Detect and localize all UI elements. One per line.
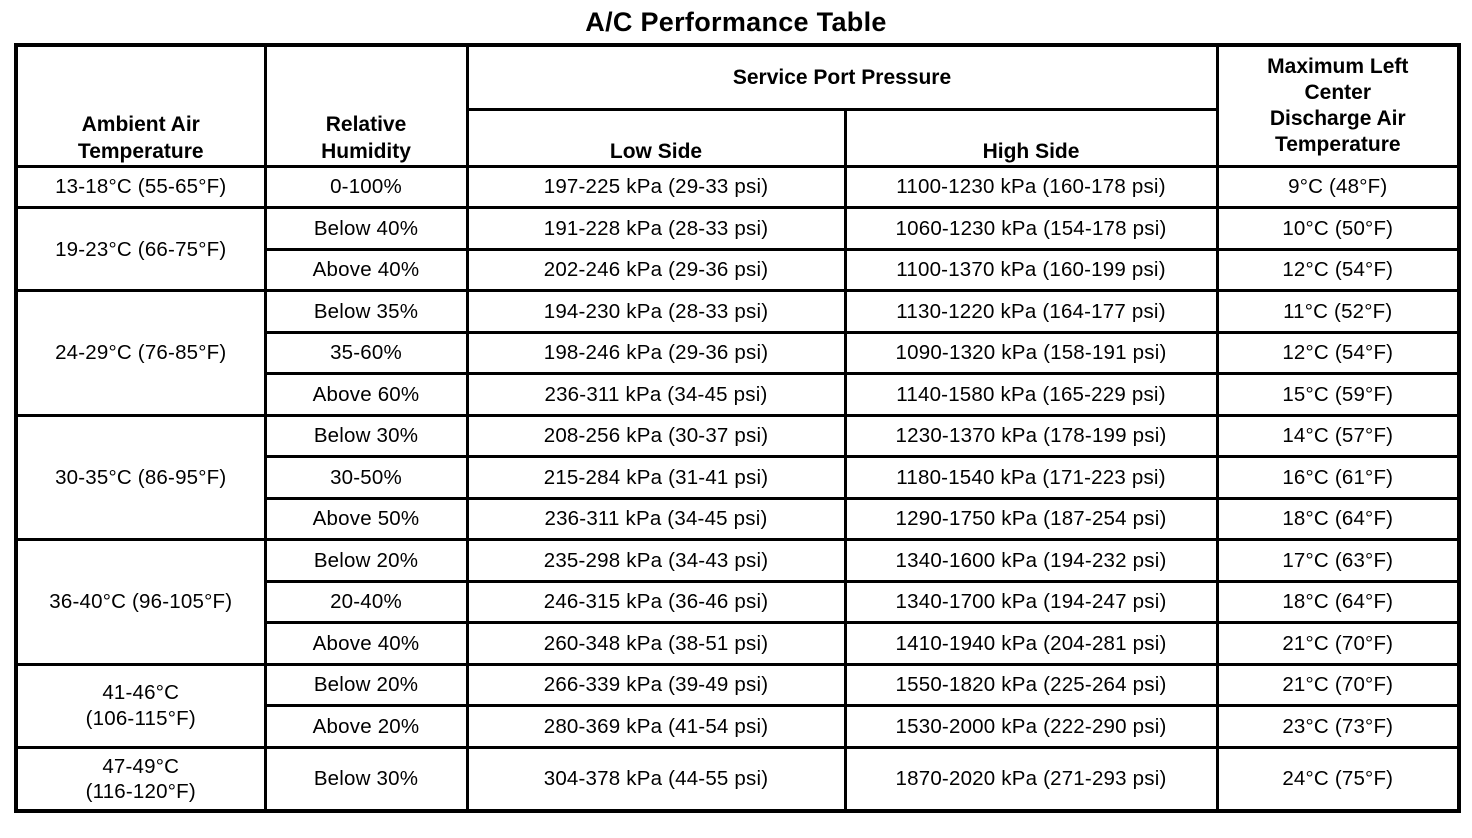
table-row: 41-46°C (106-115°F) Below 20% 266-339 kPa … <box>14 662 1461 749</box>
relative-humidity-cell: Below 20% <box>263 662 469 708</box>
relative-humidity-cell: Above 40% <box>263 247 469 293</box>
discharge-air-temperature-cell: 15°C (59°F) <box>1215 372 1461 417</box>
discharge-air-temperature-cell: 17°C (63°F) <box>1215 538 1461 583</box>
high-side-pressure-cell: 1410-1940 kPa (204-281 psi) <box>843 621 1219 666</box>
col-header-low-side: Low Side <box>465 107 847 168</box>
col-header-relative-humidity: Relative Humidity <box>263 43 469 168</box>
ambient-air-temperature-cell: 30-35°C (86-95°F) <box>14 413 267 542</box>
low-side-pressure-cell: 191-228 kPa (28-33 psi) <box>465 206 847 251</box>
discharge-air-temperature-cell: 21°C (70°F) <box>1215 621 1461 666</box>
high-side-pressure-cell: 1340-1700 kPa (194-247 psi) <box>843 579 1219 625</box>
high-side-pressure-cell: 1230-1370 kPa (178-199 psi) <box>843 413 1219 459</box>
discharge-air-temperature-cell: 10°C (50°F) <box>1215 206 1461 251</box>
col-header-high-side: High Side <box>843 107 1219 168</box>
discharge-air-temperature-cell: 14°C (57°F) <box>1215 413 1461 459</box>
discharge-air-temperature-cell: 18°C (64°F) <box>1215 579 1461 625</box>
ambient-air-temperature-cell: 19-23°C (66-75°F) <box>14 206 267 293</box>
high-side-pressure-cell: 1550-1820 kPa (225-264 psi) <box>843 662 1219 708</box>
table-row: 30-35°C (86-95°F) Below 30% 208-256 kPa (3… <box>14 413 1461 542</box>
relative-humidity-cell: 20-40% <box>263 579 469 625</box>
table-row: 35-60% 198-246 kPa (29-36 psi) 1090-1320 k… <box>16 330 1461 376</box>
relative-humidity-cell: Above 40% <box>263 621 469 666</box>
ambient-air-temperature-cell: 24-29°C (76-85°F) <box>14 289 267 417</box>
table-row: 47-49°C (116-120°F) Below 30% 304-378 kPa … <box>14 745 1461 813</box>
relative-humidity-cell: 0-100% <box>263 164 469 210</box>
low-side-pressure-cell: 246-315 kPa (36-46 psi) <box>465 579 847 625</box>
high-side-pressure-cell: 1090-1320 kPa (158-191 psi) <box>843 330 1219 376</box>
relative-humidity-cell: 35-60% <box>263 330 469 376</box>
high-side-pressure-cell: 1130-1220 kPa (164-177 psi) <box>843 289 1219 334</box>
low-side-pressure-cell: 236-311 kPa (34-45 psi) <box>465 496 847 542</box>
high-side-pressure-cell: 1100-1370 kPa (160-199 psi) <box>843 247 1219 293</box>
discharge-air-temperature-cell: 21°C (70°F) <box>1215 662 1461 708</box>
high-side-pressure-cell: 1100-1230 kPa (160-178 psi) <box>843 164 1219 210</box>
relative-humidity-cell: Below 35% <box>263 289 469 334</box>
table-row: Above 40% 202-246 kPa (29-36 psi) 1100-137… <box>16 247 1461 293</box>
col-header-service-port-pressure: Service Port Pressure <box>465 43 1219 111</box>
header-row-sub: Low Side High Side <box>16 107 1459 168</box>
low-side-pressure-cell: 194-230 kPa (28-33 psi) <box>465 289 847 334</box>
relative-humidity-cell: Below 30% <box>263 745 469 813</box>
table-row: 24-29°C (76-85°F) Below 35% 194-230 kPa (2… <box>14 289 1461 417</box>
relative-humidity-cell: Above 50% <box>263 496 469 542</box>
discharge-air-temperature-cell: 16°C (61°F) <box>1215 455 1461 500</box>
low-side-pressure-cell: 235-298 kPa (34-43 psi) <box>465 538 847 583</box>
high-side-pressure-cell: 1870-2020 kPa (271-293 psi) <box>843 745 1219 813</box>
discharge-air-temperature-cell: 18°C (64°F) <box>1215 496 1461 542</box>
ambient-air-temperature-cell: 36-40°C (96-105°F) <box>14 538 267 666</box>
relative-humidity-cell: 30-50% <box>263 455 469 500</box>
table-body: 13-18°C (55-65°F) 0-100% 197-225 kPa (29-3… <box>14 164 1461 813</box>
low-side-pressure-cell: 236-311 kPa (34-45 psi) <box>465 372 847 417</box>
low-side-pressure-cell: 260-348 kPa (38-51 psi) <box>465 621 847 666</box>
discharge-air-temperature-cell: 23°C (73°F) <box>1215 704 1461 749</box>
high-side-pressure-cell: 1180-1540 kPa (171-223 psi) <box>843 455 1219 500</box>
high-side-pressure-cell: 1290-1750 kPa (187-254 psi) <box>843 496 1219 542</box>
discharge-air-temperature-cell: 24°C (75°F) <box>1215 745 1461 813</box>
table-row: 19-23°C (66-75°F) Below 40% 191-228 kPa (2… <box>14 206 1461 293</box>
table-row: 20-40% 246-315 kPa (36-46 psi) 1340-1700 k… <box>16 579 1461 625</box>
discharge-air-temperature-cell: 12°C (54°F) <box>1215 330 1461 376</box>
discharge-air-temperature-cell: 12°C (54°F) <box>1215 247 1461 293</box>
low-side-pressure-cell: 280-369 kPa (41-54 psi) <box>465 704 847 749</box>
low-side-pressure-cell: 197-225 kPa (29-33 psi) <box>465 164 847 210</box>
relative-humidity-cell: Below 30% <box>263 413 469 459</box>
page-title: A/C Performance Table <box>585 7 887 37</box>
relative-humidity-cell: Below 40% <box>263 206 469 251</box>
high-side-pressure-cell: 1060-1230 kPa (154-178 psi) <box>843 206 1219 251</box>
discharge-air-temperature-cell: 11°C (52°F) <box>1215 289 1461 334</box>
table-row: Above 40% 260-348 kPa (38-51 psi) 1410-194… <box>16 621 1461 666</box>
low-side-pressure-cell: 208-256 kPa (30-37 psi) <box>465 413 847 459</box>
high-side-pressure-cell: 1340-1600 kPa (194-232 psi) <box>843 538 1219 583</box>
ac-performance-table: Ambient Air Temperature Relative Humidit… <box>14 43 1462 814</box>
relative-humidity-cell: Above 20% <box>263 704 469 749</box>
table-row: 30-50% 215-284 kPa (31-41 psi) 1180-1540 k… <box>16 455 1461 500</box>
discharge-air-temperature-cell: 9°C (48°F) <box>1215 164 1461 210</box>
relative-humidity-cell: Below 20% <box>263 538 469 583</box>
low-side-pressure-cell: 266-339 kPa (39-49 psi) <box>465 662 847 708</box>
high-side-pressure-cell: 1530-2000 kPa (222-290 psi) <box>843 704 1219 749</box>
low-side-pressure-cell: 215-284 kPa (31-41 psi) <box>465 455 847 500</box>
table-row: 13-18°C (55-65°F) 0-100% 197-225 kPa (29-3… <box>14 164 1461 210</box>
ambient-air-temperature-cell: 47-49°C (116-120°F) <box>14 745 267 813</box>
header-row-top: Ambient Air Temperature Relative Humidit… <box>14 43 1461 168</box>
col-header-max-left-center-discharge-air-temperature: Maximum Left Center Discharge Air Temper… <box>1215 43 1461 168</box>
low-side-pressure-cell: 304-378 kPa (44-55 psi) <box>465 745 847 813</box>
col-header-ambient-air-temperature: Ambient Air Temperature <box>14 43 267 168</box>
table-row: Above 20% 280-369 kPa (41-54 psi) 1530-200… <box>16 704 1461 749</box>
high-side-pressure-cell: 1140-1580 kPa (165-229 psi) <box>843 372 1219 417</box>
low-side-pressure-cell: 202-246 kPa (29-36 psi) <box>465 247 847 293</box>
ambient-air-temperature-cell: 41-46°C (106-115°F) <box>14 662 267 749</box>
table-row: Above 60% 236-311 kPa (34-45 psi) 1140-158… <box>16 372 1461 417</box>
low-side-pressure-cell: 198-246 kPa (29-36 psi) <box>465 330 847 376</box>
ambient-air-temperature-cell: 13-18°C (55-65°F) <box>14 164 267 210</box>
table-row: 36-40°C (96-105°F) Below 20% 235-298 kPa (… <box>14 538 1461 666</box>
relative-humidity-cell: Above 60% <box>263 372 469 417</box>
table-row: Above 50% 236-311 kPa (34-45 psi) 1290-175… <box>16 496 1461 542</box>
